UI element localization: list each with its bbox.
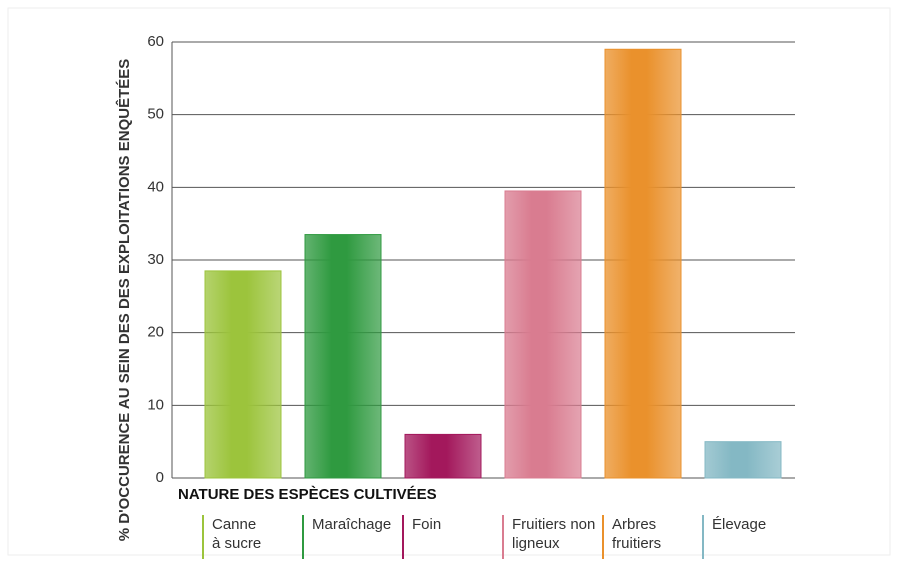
bar [704, 441, 782, 479]
y-tick-label: 60 [147, 33, 164, 50]
y-axis-title: % D'OCCURENCE AU SEIN DES DES EXPLOITATI… [115, 59, 133, 542]
y-tick-label: 30 [147, 251, 164, 268]
x-tick-label: Arbres fruitiers [602, 515, 672, 559]
x-tick-label: Maraîchage [302, 515, 402, 559]
y-tick-label: 20 [147, 324, 164, 341]
x-tick-label: Fruitiers non ligneux [502, 515, 597, 559]
bar [404, 433, 482, 479]
x-axis-title: NATURE DES ESPÈCES CULTIVÉES [178, 486, 437, 503]
y-tick-label: 10 [147, 396, 164, 413]
bar [304, 234, 382, 479]
bar [204, 270, 282, 479]
bar [504, 190, 582, 479]
y-tick-label: 50 [147, 106, 164, 123]
y-tick-label: 0 [156, 469, 164, 486]
x-tick-label: Élevage [702, 515, 772, 559]
y-tick-label: 40 [147, 178, 164, 195]
x-tick-label: Canne à sucre [202, 515, 262, 559]
bar [604, 48, 682, 479]
frame [7, 7, 891, 556]
x-tick-label: Foin [402, 515, 462, 559]
